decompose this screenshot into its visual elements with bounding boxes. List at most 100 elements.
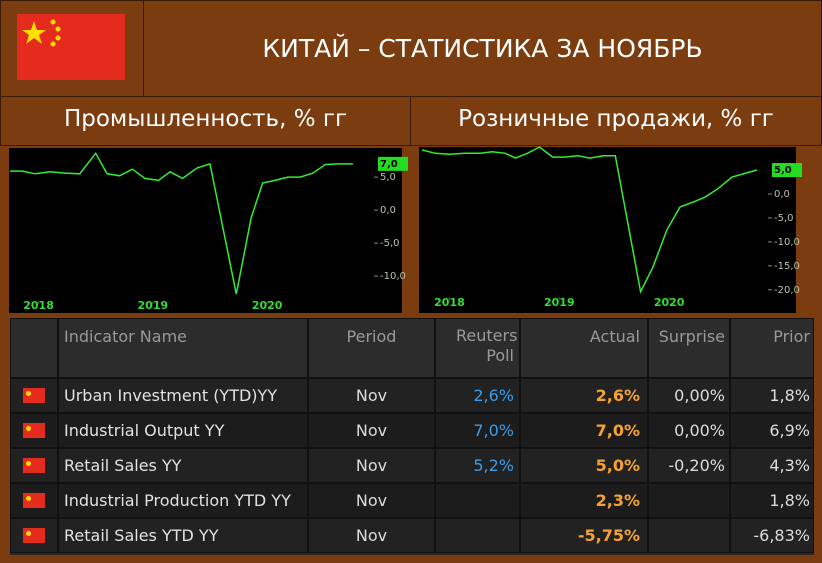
header-cell xyxy=(520,318,648,378)
header-cell xyxy=(648,318,730,378)
row-cell xyxy=(308,483,435,518)
header-cell xyxy=(435,318,520,378)
y-tick-label: 5,0 xyxy=(380,172,396,183)
header-cell xyxy=(730,318,814,378)
row-cell xyxy=(520,413,648,448)
row-flag xyxy=(23,528,45,543)
table-value: -0,20% xyxy=(668,456,725,475)
data-line xyxy=(10,151,353,295)
table-value: -6,83% xyxy=(753,526,810,545)
row-cell xyxy=(10,378,58,413)
table-value: 5,2% xyxy=(473,456,514,475)
last-value-box xyxy=(772,163,802,178)
column-header: Indicator Name xyxy=(64,327,187,346)
y-tick-label: 0,0 xyxy=(380,205,396,216)
table-value: 2,6% xyxy=(595,386,640,405)
y-tick-label: -10,0 xyxy=(774,237,800,248)
table-value: 1,8% xyxy=(769,491,810,510)
indicator-name: Retail Sales YTD YY xyxy=(64,526,219,545)
table-value: Nov xyxy=(355,421,388,440)
china-flag xyxy=(17,14,125,80)
row-cell xyxy=(435,518,520,553)
table-value: 0,00% xyxy=(674,421,725,440)
row-cell xyxy=(435,413,520,448)
table-value: 2,6% xyxy=(473,386,514,405)
table-value: 6,9% xyxy=(769,421,810,440)
row-cell xyxy=(520,378,648,413)
row-cell xyxy=(730,483,814,518)
y-tick-label: -5,0 xyxy=(380,238,400,249)
row-cell xyxy=(435,483,520,518)
table-value: -5,75% xyxy=(577,526,640,545)
row-flag xyxy=(23,388,45,403)
y-tick-label: -5,0 xyxy=(774,213,794,224)
row-cell xyxy=(730,378,814,413)
table-value: 7,0% xyxy=(473,421,514,440)
row-cell xyxy=(730,448,814,483)
table-value: Nov xyxy=(355,456,388,475)
table-value: 5,0% xyxy=(595,456,640,475)
row-cell xyxy=(648,518,730,553)
row-cell xyxy=(520,518,648,553)
header-cell xyxy=(58,318,308,378)
row-cell xyxy=(520,483,648,518)
y-tick-label: -20,0 xyxy=(774,285,800,296)
page-title: КИТАЙ – СТАТИСТИКА ЗА НОЯБРЬ xyxy=(262,34,703,63)
indicator-name: Retail Sales YY xyxy=(64,456,182,475)
indicator-name: Industrial Output YY xyxy=(64,421,225,440)
flag-star xyxy=(26,426,31,431)
row-cell xyxy=(58,413,308,448)
data-table: Indicator Name Period Reuters Poll Actual Su… xyxy=(10,318,814,555)
table-value: Nov xyxy=(355,491,388,510)
x-tick-label: 2018 xyxy=(23,299,54,312)
last-value-label: 5,0 xyxy=(774,165,792,176)
chart-title: Промышленность, % гг xyxy=(63,106,348,132)
table-value: Nov xyxy=(355,386,388,405)
x-tick-label: 2020 xyxy=(252,299,283,312)
row-cell xyxy=(730,518,814,553)
x-tick-label: 2019 xyxy=(544,296,575,309)
table-value: 1,8% xyxy=(769,386,810,405)
x-tick-label: 2018 xyxy=(434,296,465,309)
row-cell xyxy=(648,448,730,483)
flag-star xyxy=(26,461,31,466)
row-cell xyxy=(648,413,730,448)
column-header: Period xyxy=(346,327,397,346)
row-flag xyxy=(23,493,45,508)
column-header: Prior xyxy=(773,327,810,346)
row-cell xyxy=(435,378,520,413)
chart-title: Розничные продажи, % гг xyxy=(458,106,774,132)
column-header: Reuters Poll xyxy=(456,326,518,365)
row-cell xyxy=(58,483,308,518)
table-value: 7,0% xyxy=(595,421,640,440)
column-header: Surprise xyxy=(658,327,725,346)
indicator-name: Industrial Production YTD YY xyxy=(64,491,291,510)
table-value: 0,00% xyxy=(674,386,725,405)
flag-star xyxy=(26,496,31,501)
flag-star xyxy=(26,391,31,396)
y-tick-label: 0,0 xyxy=(774,189,790,200)
row-cell xyxy=(58,378,308,413)
header-cell xyxy=(308,318,435,378)
row-cell xyxy=(520,448,648,483)
column-header: Actual xyxy=(589,327,640,346)
row-flag xyxy=(23,458,45,473)
chart-bg xyxy=(419,147,796,313)
data-line xyxy=(421,146,758,295)
row-flag xyxy=(23,423,45,438)
flag-cell xyxy=(0,0,144,97)
row-cell xyxy=(308,448,435,483)
flag-star xyxy=(26,531,31,536)
row-cell xyxy=(308,378,435,413)
row-cell xyxy=(730,413,814,448)
row-cell xyxy=(10,518,58,553)
table-value: 4,3% xyxy=(769,456,810,475)
row-cell xyxy=(308,413,435,448)
row-cell xyxy=(435,448,520,483)
row-cell xyxy=(58,448,308,483)
x-tick-label: 2019 xyxy=(138,299,169,312)
header-cell xyxy=(10,318,58,378)
row-cell xyxy=(648,483,730,518)
indicator-name: Urban Investment (YTD)YY xyxy=(64,386,278,405)
